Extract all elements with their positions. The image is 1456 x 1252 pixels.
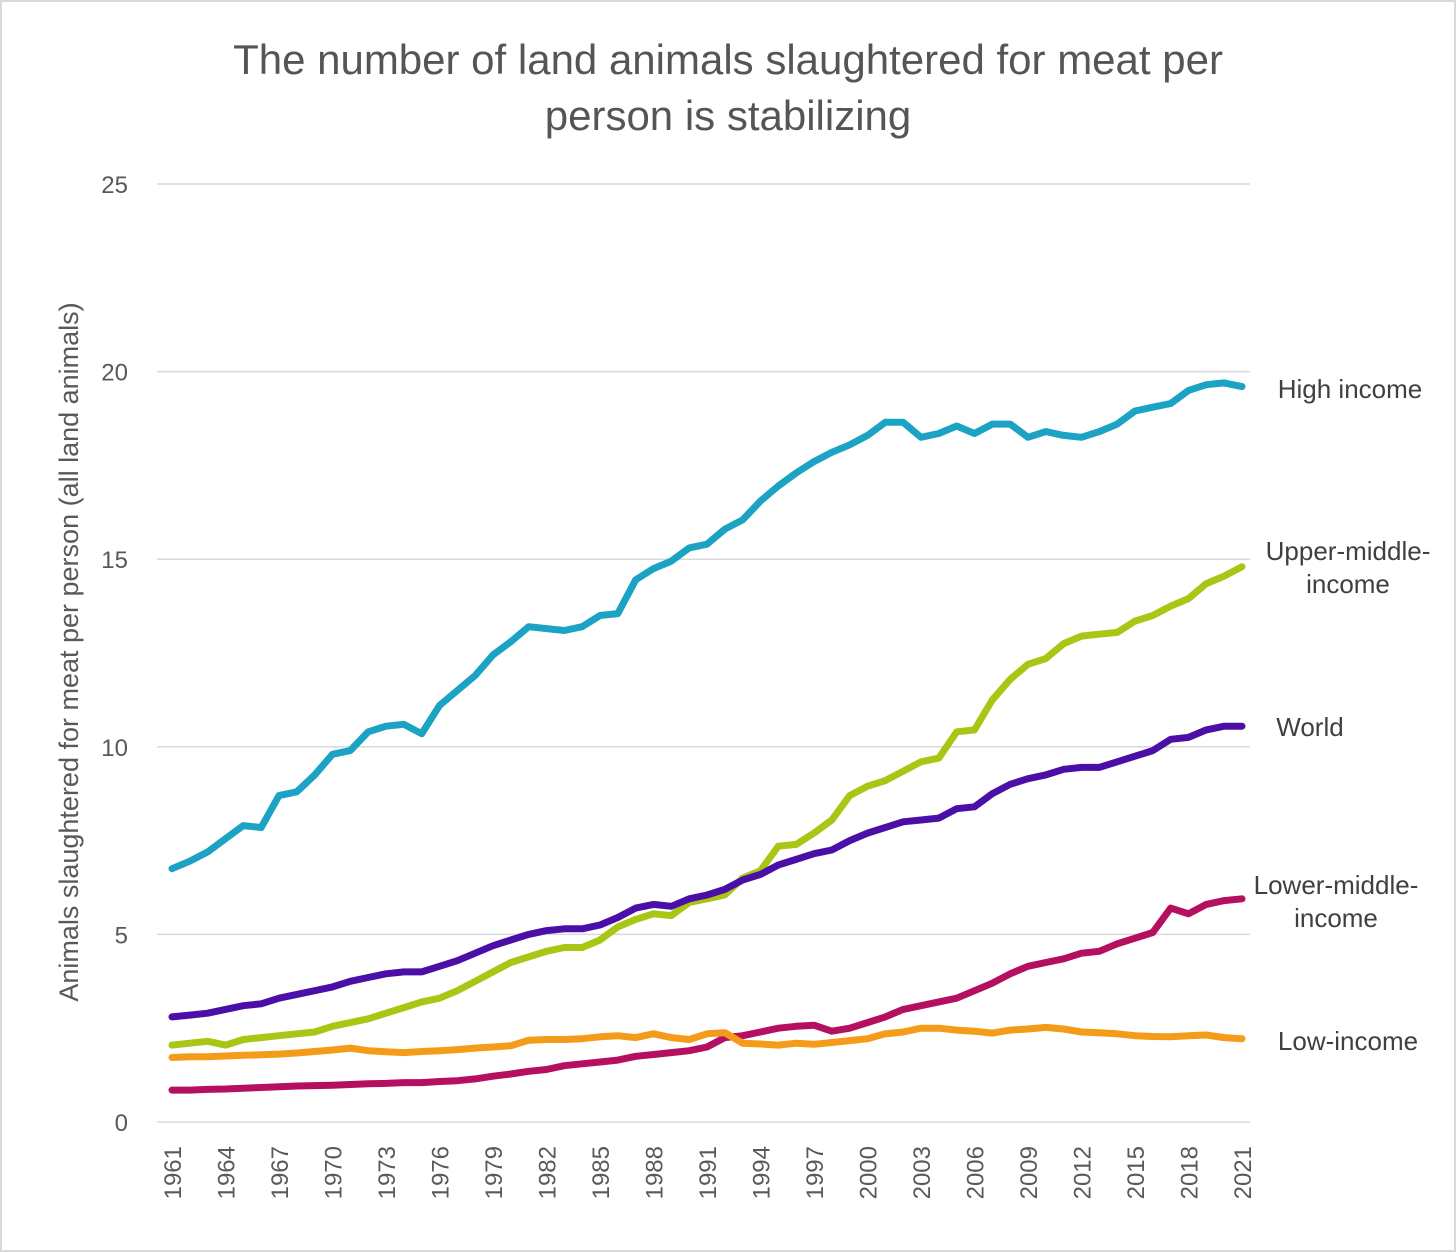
x-tick-label: 1967 [267, 1146, 294, 1199]
chart-title-line-2: person is stabilizing [545, 92, 912, 139]
x-axis-ticks: 1961 1964 1967 1970 1973 1976 1979 1982 1985 1988… [160, 1146, 1257, 1199]
y-tick-label: 20 [101, 360, 128, 387]
series-line-world [168, 722, 1246, 1021]
series-label-lower-middle-income: Lower-middle-income [1254, 870, 1419, 933]
y-tick-label: 15 [101, 547, 128, 574]
y-tick-label: 0 [115, 1110, 128, 1137]
y-tick-label: 5 [115, 922, 128, 949]
y-tick-label: 25 [101, 172, 128, 199]
y-tick-label: 10 [101, 735, 128, 762]
series-line-upper-middle-income [168, 563, 1246, 1049]
series-lines [168, 379, 1246, 1094]
x-tick-label: 2012 [1070, 1146, 1097, 1199]
x-tick-label: 2015 [1123, 1146, 1150, 1199]
x-tick-label: 2000 [856, 1146, 883, 1199]
chart-title: The number of land animals slaughtered f… [233, 36, 1223, 139]
x-tick-label: 2003 [909, 1146, 936, 1199]
series-label-upper-middle-income: Upper-middle-income [1266, 536, 1431, 599]
y-axis-ticks: 0 5 10 15 20 25 [101, 172, 128, 1137]
x-tick-label: 1991 [695, 1146, 722, 1199]
x-tick-label: 2021 [1230, 1146, 1257, 1199]
series-label-low-income: Low-income [1278, 1026, 1418, 1056]
x-tick-label: 1988 [642, 1146, 669, 1199]
x-tick-label: 2018 [1177, 1146, 1204, 1199]
x-tick-label: 1979 [481, 1146, 508, 1199]
x-tick-label: 1997 [802, 1146, 829, 1199]
series-line-high-income [168, 379, 1246, 873]
x-tick-label: 2009 [1016, 1146, 1043, 1199]
series-label-world: World [1276, 712, 1343, 742]
series-label-high-income: High income [1278, 374, 1423, 404]
x-tick-label: 1985 [588, 1146, 615, 1199]
series-line-lower-middle-income [168, 895, 1246, 1094]
series-labels: High income Upper-middle-income World Lower… [1254, 374, 1431, 1056]
x-tick-label: 1970 [321, 1146, 348, 1199]
x-tick-label: 1994 [749, 1146, 776, 1199]
x-tick-label: 1982 [535, 1146, 562, 1199]
series-line-low-income [168, 1023, 1246, 1061]
x-tick-label: 1976 [428, 1146, 455, 1199]
chart-title-line-1: The number of land animals slaughtered f… [233, 36, 1223, 83]
gridlines [157, 183, 1250, 1123]
y-axis-label: Animals slaughtered for meat per person … [54, 302, 84, 1001]
x-tick-label: 1964 [214, 1146, 241, 1199]
x-tick-label: 2006 [963, 1146, 990, 1199]
x-tick-label: 1961 [160, 1146, 187, 1199]
x-tick-label: 1973 [374, 1146, 401, 1199]
